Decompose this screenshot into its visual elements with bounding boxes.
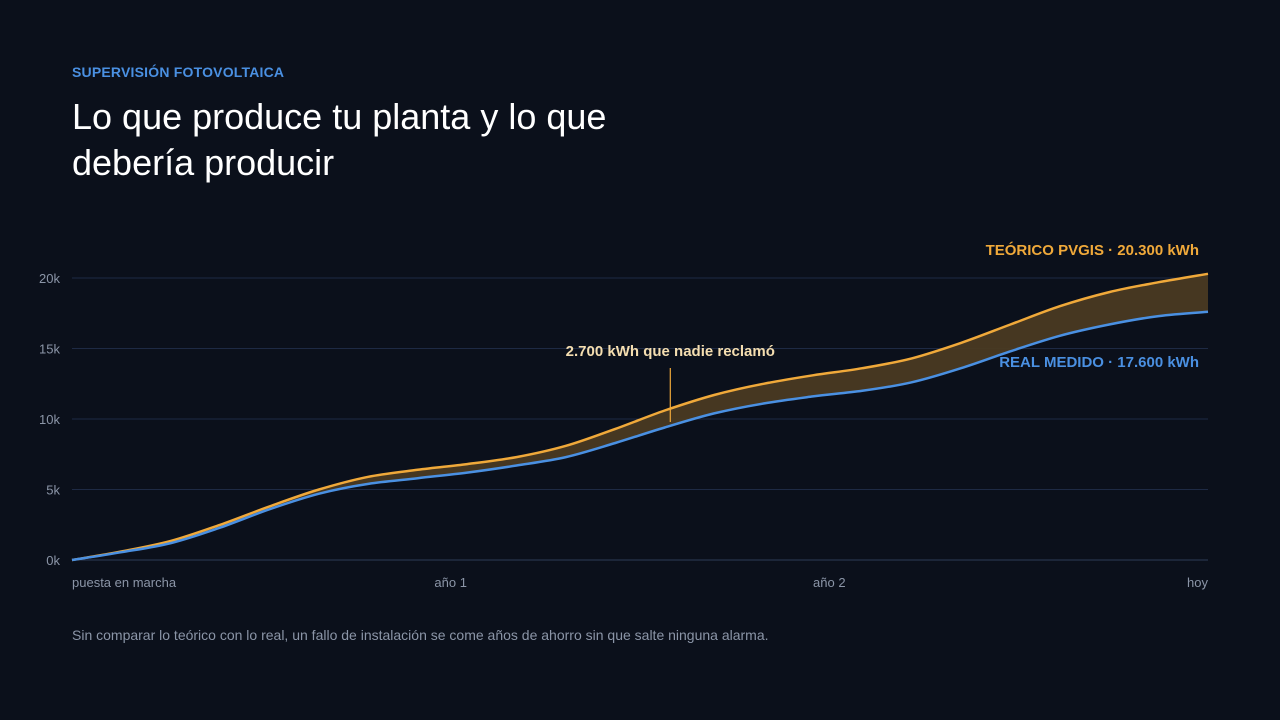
y-tick-label: 15k	[39, 342, 60, 357]
x-tick-label: puesta en marcha	[72, 575, 177, 590]
y-tick-label: 5k	[46, 483, 60, 498]
x-axis-ticks: puesta en marcha año 1 año 2 hoy	[72, 575, 1208, 590]
gap-annotation-label: 2.700 kWh que nadie reclamó	[566, 343, 775, 360]
series-label-theoretical: TEÓRICO PVGIS · 20.300 kWh	[986, 241, 1199, 259]
x-tick-label: año 2	[813, 575, 846, 590]
y-axis-ticks: 0k 5k 10k 15k 20k	[39, 271, 60, 568]
y-tick-label: 0k	[46, 553, 60, 568]
series-line-measured	[71, 310, 1209, 562]
series-label-measured: REAL MEDIDO · 17.600 kWh	[999, 354, 1199, 371]
y-tick-label: 10k	[39, 412, 60, 427]
eyebrow-label: SUPERVISIÓN FOTOVOLTAICA	[72, 64, 285, 80]
gap-area	[72, 273, 1208, 560]
x-tick-label: hoy	[1187, 575, 1208, 590]
series-line-theoretical	[71, 272, 1209, 562]
page-title: Lo que produce tu planta y lo que deberí…	[72, 96, 607, 183]
x-tick-label: año 1	[434, 575, 467, 590]
footnote: Sin comparar lo teórico con lo real, un …	[72, 627, 769, 643]
y-tick-label: 20k	[39, 271, 60, 286]
